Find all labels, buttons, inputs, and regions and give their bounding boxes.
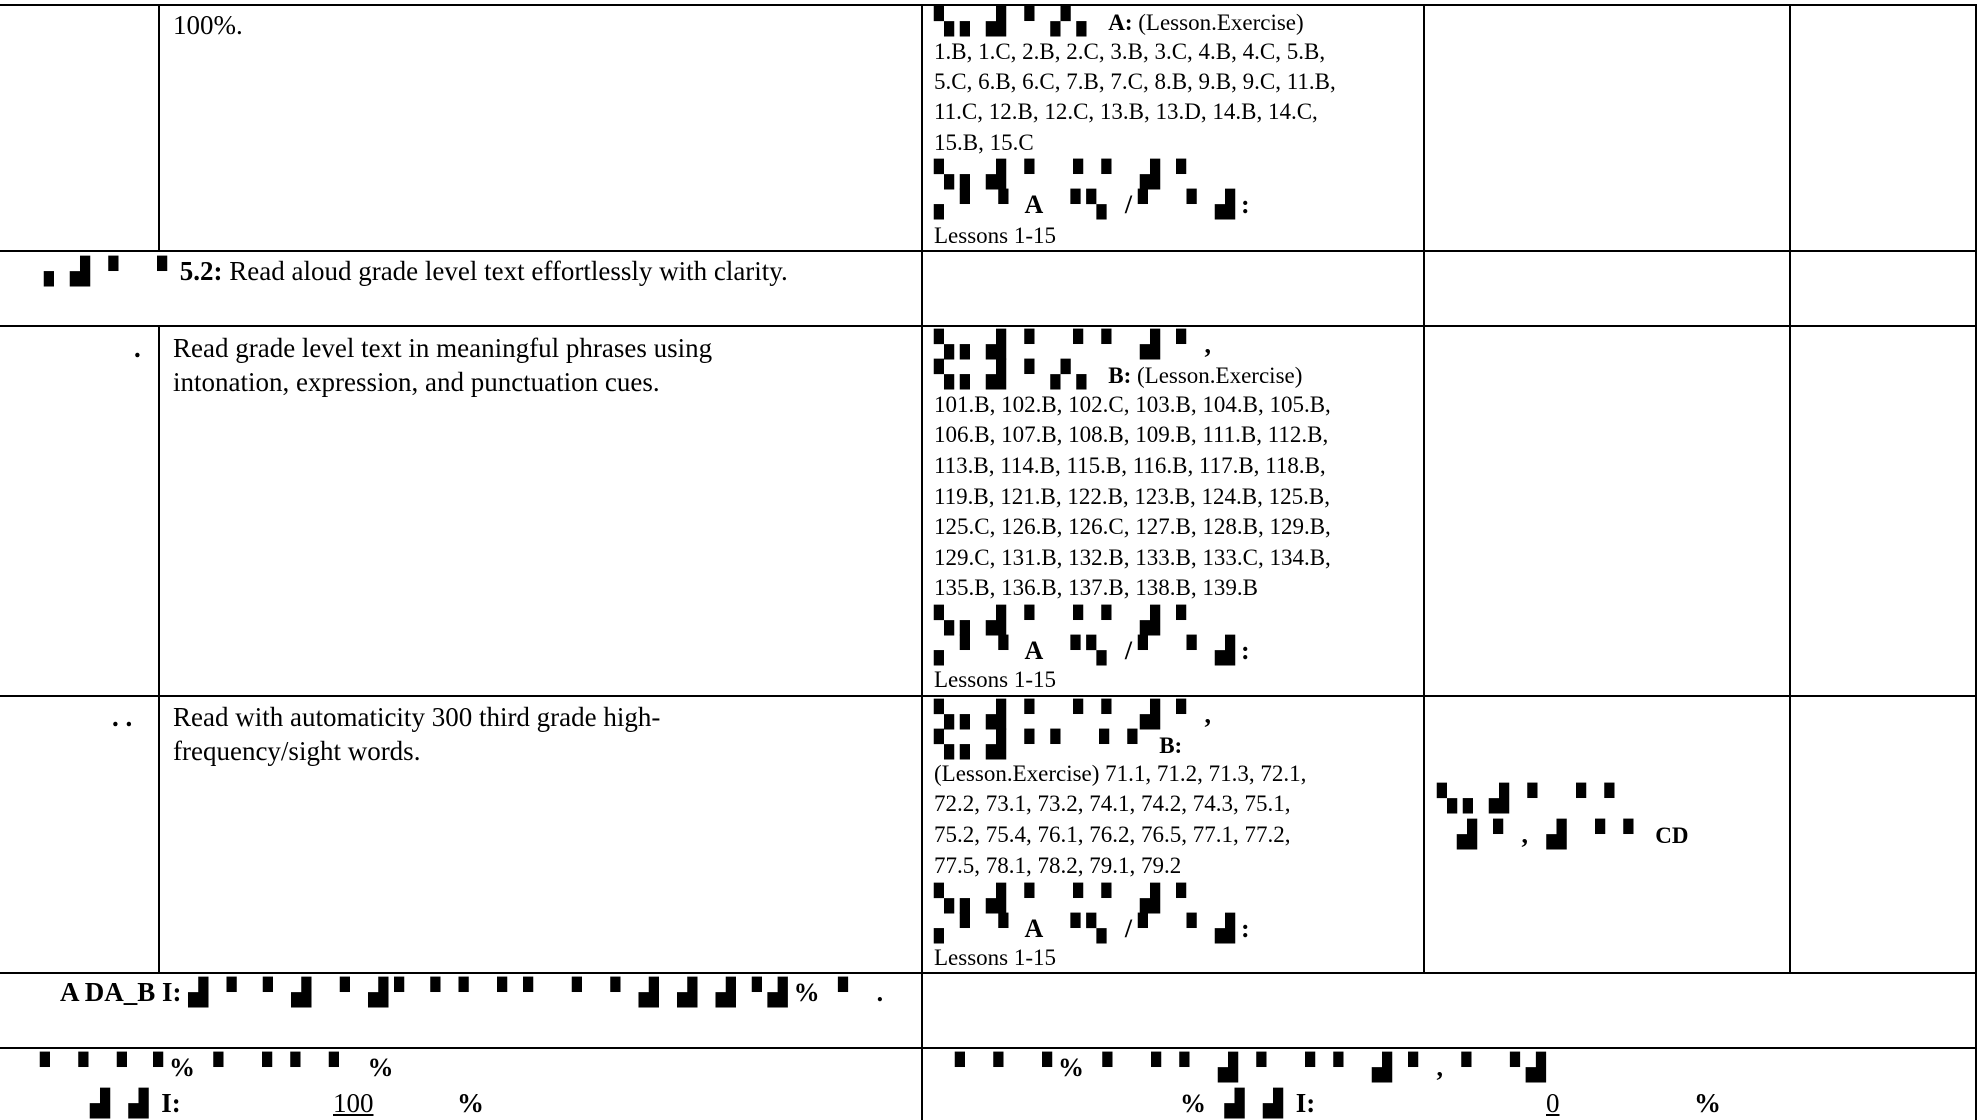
row1-ref-line: 5.C, 6.B, 6.C, 7.B, 7.C, 8.B, 9.B, 9.C, … (934, 69, 1336, 94)
row3-ref-header: ▚▖▟ ▘▞▖ B: (Lesson.Exercise) (934, 362, 1302, 388)
right-score-garbled: ▘ ▘ ▝% ▘ ▝ ▘ ▟ ▘ ▝ ▘ ▟▝ , ▘ ▝▟ (955, 1053, 1552, 1082)
row1-ref-note: (Lesson.Exercise) (1138, 10, 1304, 35)
row4-col4-garbled-a: ▚▖▟ ▘ ▝ ▘ (1437, 784, 1631, 813)
left-score-label: I: (161, 1088, 181, 1118)
border-col2 (921, 4, 923, 1120)
row3-marker: . (134, 333, 141, 363)
row3-ref-line: 113.B, 114.B, 115.B, 116.B, 117.B, 118.B… (934, 453, 1326, 478)
row3-garbled-b: ▖▘ ▘A ▝▚ /▘ ▝ ▟: (934, 636, 1256, 665)
row3-ref-line: 119.B, 121.B, 122.B, 123.B, 124.B, 125.B… (934, 484, 1330, 509)
left-score-unit: % (457, 1088, 484, 1118)
row4-garbled-b: ▖▘ ▘A ▝▚ /▘ ▝ ▟: (934, 914, 1256, 943)
border-top (0, 4, 1977, 6)
row3-lessons: Lessons 1-15 (934, 667, 1057, 692)
right-score-glyph: % ▟ ▟ (1180, 1089, 1289, 1118)
row3-ref-line: 135.B, 136.B, 137.B, 138.B, 139.B (934, 575, 1258, 600)
row3-ref-label: B: (1108, 363, 1132, 388)
row3-desc-line: intonation, expression, and punctuation … (173, 367, 660, 397)
row4-desc-line: Read with automaticity 300 third grade h… (173, 702, 661, 732)
footer-label-i: I: (162, 977, 182, 1007)
row1-ref-line: 1.B, 1.C, 2.B, 2.C, 3.B, 3.C, 4.B, 4.C, … (934, 39, 1326, 64)
row4-ref-line: 75.2, 75.4, 76.1, 76.2, 76.5, 77.1, 77.2… (934, 822, 1291, 847)
right-score-value: 0 (1546, 1088, 1560, 1118)
row3-ref-garbled: ▚▖▟ ▘▞▖ (934, 360, 1103, 389)
row-line-4 (0, 972, 1977, 974)
row3-ref-line: 106.B, 107.B, 108.B, 109.B, 111.B, 112.B… (934, 422, 1329, 447)
standard-text: Read aloud grade level text effortlessly… (229, 256, 788, 286)
right-score-unit: % (1694, 1088, 1721, 1118)
border-left-col1 (158, 4, 160, 250)
row3-ref-line: 129.C, 131.B, 132.B, 133.B, 133.C, 134.B… (934, 545, 1331, 570)
row3-garbled-top: ▚▖▟ ▘ ▝ ▘ ▟▝ , (934, 330, 1217, 359)
row1-garbled-a: ▚▖▟ ▘ ▝ ▘ ▟▝ (934, 160, 1192, 189)
row1-ref-garbled: ▚▖▟ ▘▞▖ (934, 7, 1103, 36)
row4-ref-line: (Lesson.Exercise) 71.1, 71.2, 71.3, 72.1… (934, 761, 1307, 786)
left-score-garbled: ▘ ▘ ▘▝% ▘ ▝ ▘ ▘ % (40, 1053, 400, 1082)
border-col3 (1423, 4, 1425, 972)
row4-ref-line: 77.5, 78.1, 78.2, 79.1, 79.2 (934, 853, 1182, 878)
row1-ref-label: A: (1108, 10, 1133, 35)
row4-garbled-a: ▚▖▟ ▘ ▝ ▘ ▟▝ (934, 884, 1192, 913)
row4-desc-line: frequency/sight words. (173, 736, 421, 766)
footer-row1: A DA_B I: ▟ ▘▝ ▟ ▝ ▟▘▝ ▘ ▘▘ ▝ ▝ ▟ ▟ ▟▝▟%… (60, 979, 889, 1006)
row4-marker: . . (112, 702, 133, 732)
row3-ref-line: 125.C, 126.B, 126.C, 127.B, 128.B, 129.B… (934, 514, 1331, 539)
row4-col4-line: ▟▝ , ▟ ▝ ▘ CD (1457, 822, 1688, 848)
row-line-2 (0, 325, 1977, 327)
row4-ref-header: ▚▖▟ ▘▘ ▝ ▘ B: (934, 732, 1182, 758)
left-score-value: 100 (333, 1088, 374, 1118)
row1-lessons: Lessons 1-15 (934, 223, 1057, 248)
standard-code: 5.2: (179, 256, 223, 286)
row1-ref-line: 15.B, 15.C (934, 130, 1034, 155)
footer-label-start: A DA_B (60, 977, 156, 1007)
row3-garbled-a: ▚▖▟ ▘ ▝ ▘ ▟▝ (934, 606, 1192, 635)
border-right (1975, 4, 1977, 1120)
row-line-5 (0, 1047, 1977, 1049)
row-line-1 (0, 250, 1977, 252)
row4-ref-line: 72.2, 73.1, 73.2, 74.1, 74.2, 74.3, 75.1… (934, 791, 1291, 816)
row4-col4-label: CD (1655, 823, 1689, 848)
row4-lessons: Lessons 1-15 (934, 945, 1057, 970)
row1-ref-line: 11.C, 12.B, 12.C, 13.B, 13.D, 14.B, 14.C… (934, 99, 1318, 124)
row4-ref-garbled: ▚▖▟ ▘▘ ▝ ▘ (934, 730, 1154, 759)
left-score-glyph: ▟ ▟ (90, 1089, 155, 1118)
row4-col4-garbled-b: ▟▝ , ▟ ▝ ▘ (1457, 820, 1650, 849)
right-score-line: % ▟ ▟ I: (1180, 1090, 1315, 1117)
row4-garbled-top: ▚▖▟ ▘ ▝ ▘ ▟▝ , (934, 700, 1217, 729)
row1-description: 100%. (173, 10, 243, 40)
right-score-label: I: (1295, 1088, 1316, 1118)
row3-ref-line: 101.B, 102.B, 102.C, 103.B, 104.B, 105.B… (934, 392, 1331, 417)
border-col4 (1789, 4, 1791, 972)
footer-garbled: ▟ ▘▝ ▟ ▝ ▟▘▝ ▘ ▘▘ ▝ ▝ ▟ ▟ ▟▝▟% ▘ . (188, 978, 890, 1007)
row3-ref-note: (Lesson.Exercise) (1136, 363, 1303, 388)
row1-garbled-b: ▖▘ ▘A ▝▚ /▘ ▝ ▟: (934, 190, 1256, 219)
row-line-3 (0, 695, 1977, 697)
row4-ref-label: B: (1159, 733, 1183, 758)
standard-garbled: ▖▟ ▘ ▝ (44, 257, 173, 286)
row3-desc-line: Read grade level text in meaningful phra… (173, 333, 713, 363)
left-score-line: ▟ ▟ I: (90, 1090, 181, 1117)
border-left-col1b (158, 325, 160, 972)
row1-ref-header: ▚▖▟ ▘▞▖ A: (Lesson.Exercise) (934, 9, 1304, 35)
standard-heading: ▖▟ ▘ ▝ 5.2: Read aloud grade level text … (44, 258, 788, 285)
